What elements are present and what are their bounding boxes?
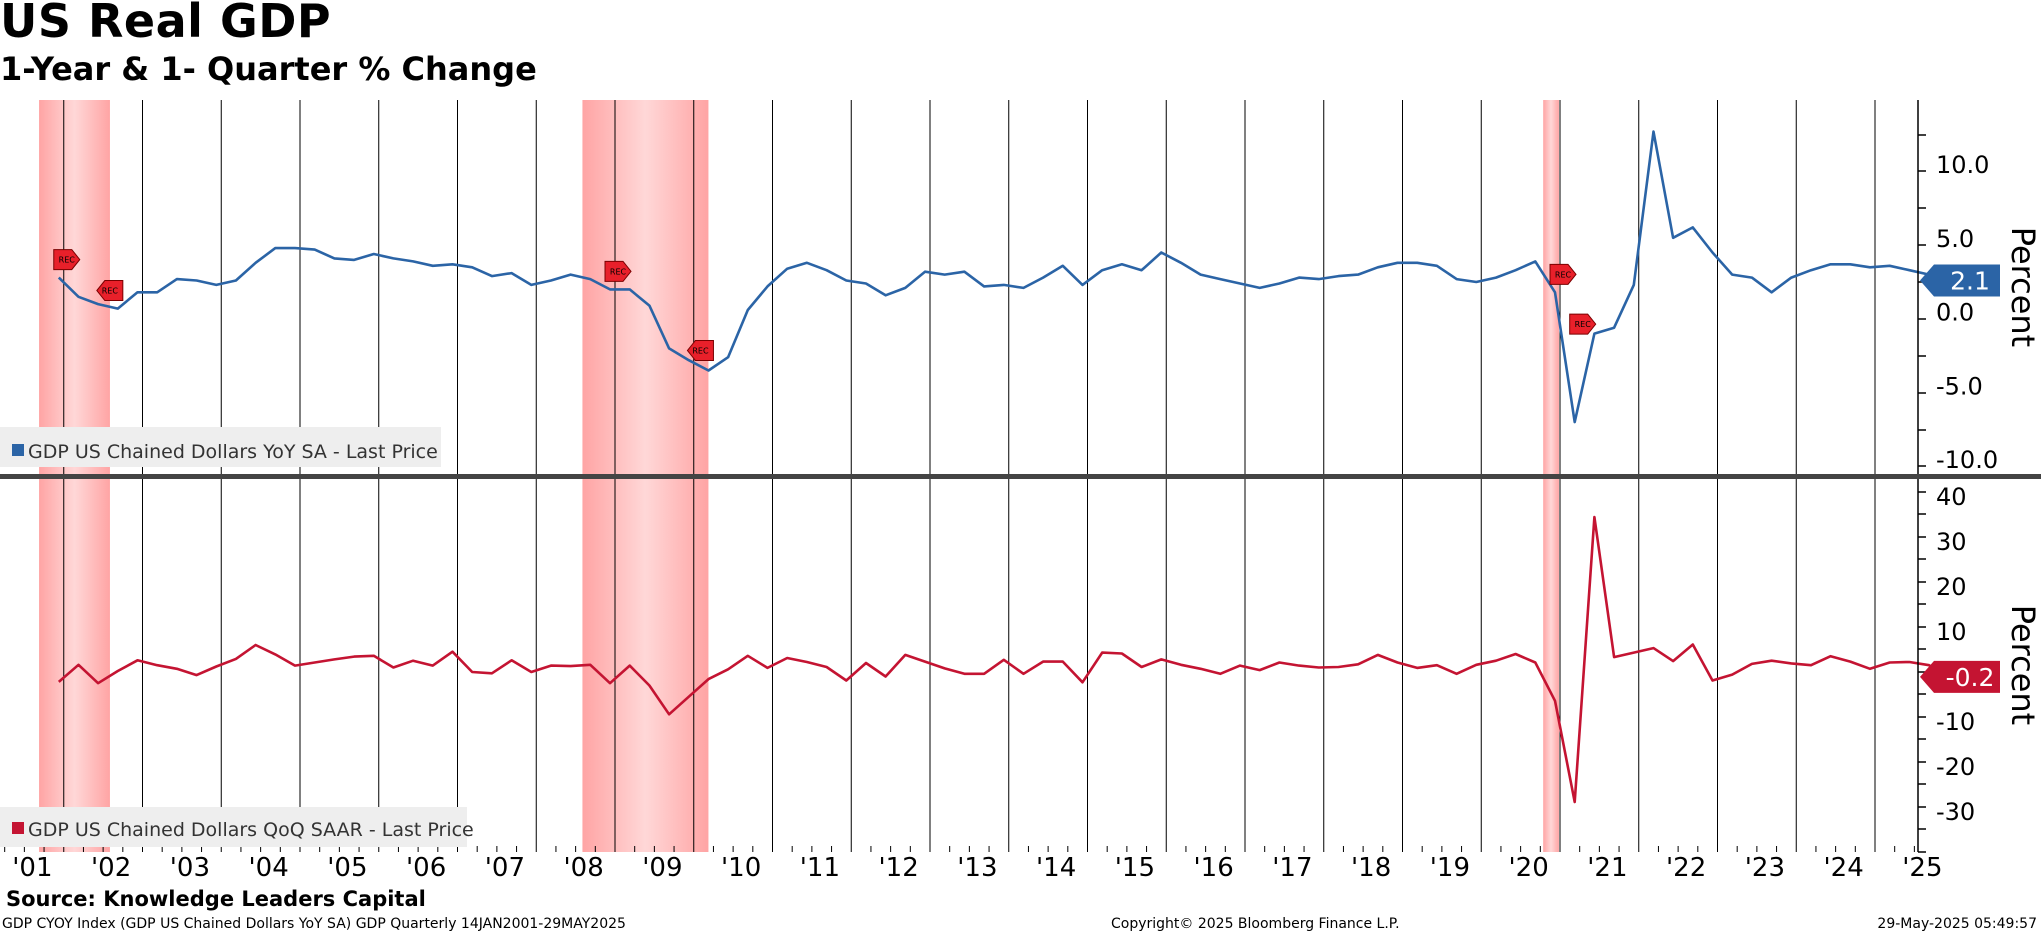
y-tick-label: 10.0 (1936, 151, 1989, 179)
rec-marker-shape (53, 249, 81, 271)
x-tick-label: '24 (1824, 853, 1864, 883)
y-tick-label: 30 (1936, 528, 1967, 556)
y-tick-label: -5.0 (1936, 372, 1983, 400)
rec-marker-shape (604, 260, 632, 282)
x-tick-label: '12 (879, 853, 919, 883)
y-tick-label: -10 (1936, 708, 1975, 736)
x-tick-label: '11 (800, 853, 840, 883)
x-tick-label: '19 (1430, 853, 1470, 883)
panel-separator (0, 474, 2041, 479)
x-tick-label: '23 (1745, 853, 1785, 883)
rec-marker-label: REC (59, 256, 76, 265)
footer-copyright: Copyright© 2025 Bloomberg Finance L.P. (1111, 916, 1400, 932)
footer-ticker: GDP CYOY Index (GDP US Chained Dollars Y… (2, 916, 626, 932)
x-tick-label: '07 (485, 853, 525, 883)
legend-qoq: GDP US Chained Dollars QoQ SAAR - Last P… (0, 807, 474, 847)
rec-marker: REC (96, 280, 124, 302)
chart-title: US Real GDP (0, 0, 332, 48)
x-tick-label: '16 (1194, 853, 1234, 883)
ylabel-top: Percent (2004, 227, 2041, 347)
x-tick-label: '21 (1587, 853, 1627, 883)
series-yoy-line (57, 130, 1950, 424)
legend-qoq-label: GDP US Chained Dollars QoQ SAAR - Last P… (28, 819, 474, 841)
x-tick-label: '15 (1115, 853, 1155, 883)
rec-marker: REC (686, 340, 714, 361)
last-value-text: -0.2 (1946, 663, 1995, 692)
y-tick-label: 0.0 (1936, 299, 1974, 327)
rec-marker: REC (1569, 313, 1597, 335)
last-value-badge-yoy: 2.1 (1920, 264, 2000, 297)
y-tick-label: 40 (1936, 483, 1967, 511)
source-note: Source: Knowledge Leaders Capital (6, 887, 426, 911)
rec-marker-shape (686, 340, 714, 361)
footer-timestamp: 29-May-2025 05:49:57 (1877, 916, 2037, 932)
rec-marker-shape (96, 280, 124, 302)
x-tick-label: '05 (327, 853, 367, 883)
y-tick-label: 5.0 (1936, 225, 1974, 253)
y-tick-label: -30 (1936, 798, 1975, 826)
legend-yoy-label: GDP US Chained Dollars YoY SA - Last Pri… (28, 441, 438, 463)
rec-marker: REC (53, 249, 81, 271)
x-tick-label: '14 (1036, 853, 1076, 883)
x-tick-label: '10 (721, 853, 761, 883)
y-tick-label: -10.0 (1936, 446, 1998, 474)
chart-subtitle: 1-Year & 1- Quarter % Change (0, 50, 537, 88)
rec-marker-label: REC (692, 347, 709, 356)
x-tick-label: '02 (91, 853, 131, 883)
y-tick-label: 10 (1936, 618, 1967, 646)
x-tick-label: '08 (564, 853, 604, 883)
series-qoq-line (57, 515, 1950, 804)
rec-marker-shape (1569, 313, 1597, 335)
last-value-text: 2.1 (1950, 267, 1990, 296)
rec-marker-label: REC (610, 267, 627, 276)
rec-marker: REC (1549, 263, 1577, 285)
rec-marker: REC (604, 260, 632, 282)
ylabel-bottom: Percent (2004, 605, 2041, 725)
rec-marker-label: REC (102, 287, 119, 296)
x-tick-label: '04 (249, 853, 289, 883)
x-tick-label: '09 (642, 853, 682, 883)
rec-marker-label: REC (1555, 270, 1572, 279)
rec-marker-label: REC (1575, 320, 1592, 329)
legend-qoq-swatch (12, 822, 24, 834)
x-tick-label: '01 (12, 853, 52, 883)
last-value-badge-qoq: -0.2 (1920, 660, 2000, 693)
y-tick-label: 20 (1936, 573, 1967, 601)
x-tick-label: '25 (1902, 853, 1942, 883)
legend-yoy-swatch (12, 444, 24, 456)
last-value-badge-shape (1920, 660, 2000, 693)
x-tick-label: '17 (1272, 853, 1312, 883)
x-tick-label: '20 (1509, 853, 1549, 883)
rec-marker-shape (1549, 263, 1577, 285)
last-value-badge-shape (1920, 264, 2000, 297)
x-tick-label: '22 (1666, 853, 1706, 883)
chart-axes: 10.05.00.0-5.0-10.0403020100-10-20-302.1… (0, 100, 2041, 883)
x-tick-label: '06 (406, 853, 446, 883)
y-tick-label: -20 (1936, 753, 1975, 781)
legend-yoy: GDP US Chained Dollars YoY SA - Last Pri… (0, 427, 441, 467)
chart-series: REC REC REC REC REC REC (53, 130, 1950, 804)
x-tick-label: '03 (170, 853, 210, 883)
x-tick-label: '13 (957, 853, 997, 883)
x-tick-label: '18 (1351, 853, 1391, 883)
